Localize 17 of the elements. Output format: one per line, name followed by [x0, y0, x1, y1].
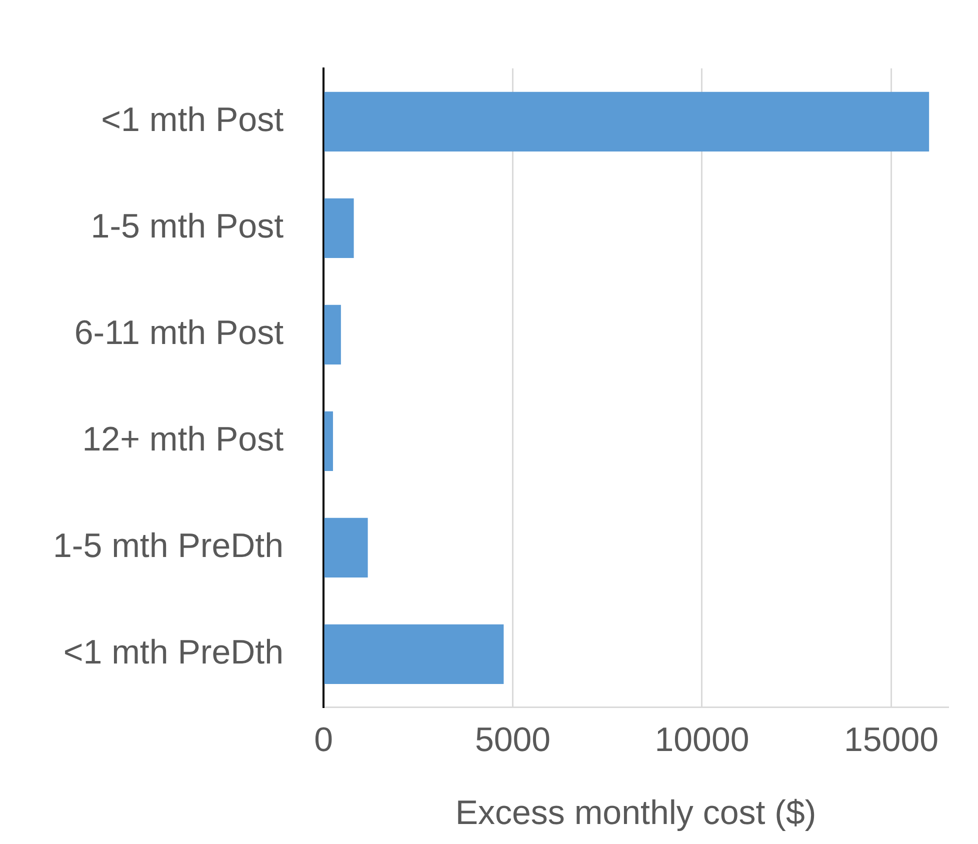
bar	[324, 411, 333, 471]
y-tick-label: 6-11 mth Post	[74, 314, 284, 352]
x-axis-title: Excess monthly cost ($)	[455, 794, 816, 832]
y-tick-label: 12+ mth Post	[82, 420, 284, 459]
y-tick-label: 1-5 mth PreDth	[53, 527, 284, 566]
bar	[324, 518, 368, 578]
bar	[324, 198, 354, 258]
bar	[324, 624, 504, 684]
x-tick-label: 0	[314, 721, 333, 760]
y-tick-label: 1-5 mth Post	[90, 208, 284, 246]
bar	[324, 92, 930, 152]
x-tick-label: 10000	[654, 721, 750, 760]
y-tick-label: <1 mth PreDth	[63, 634, 284, 672]
bar	[324, 304, 341, 364]
x-tick-label: 5000	[474, 721, 551, 760]
x-tick-label: 15000	[844, 721, 939, 760]
y-tick-label: <1 mth Post	[101, 101, 284, 140]
